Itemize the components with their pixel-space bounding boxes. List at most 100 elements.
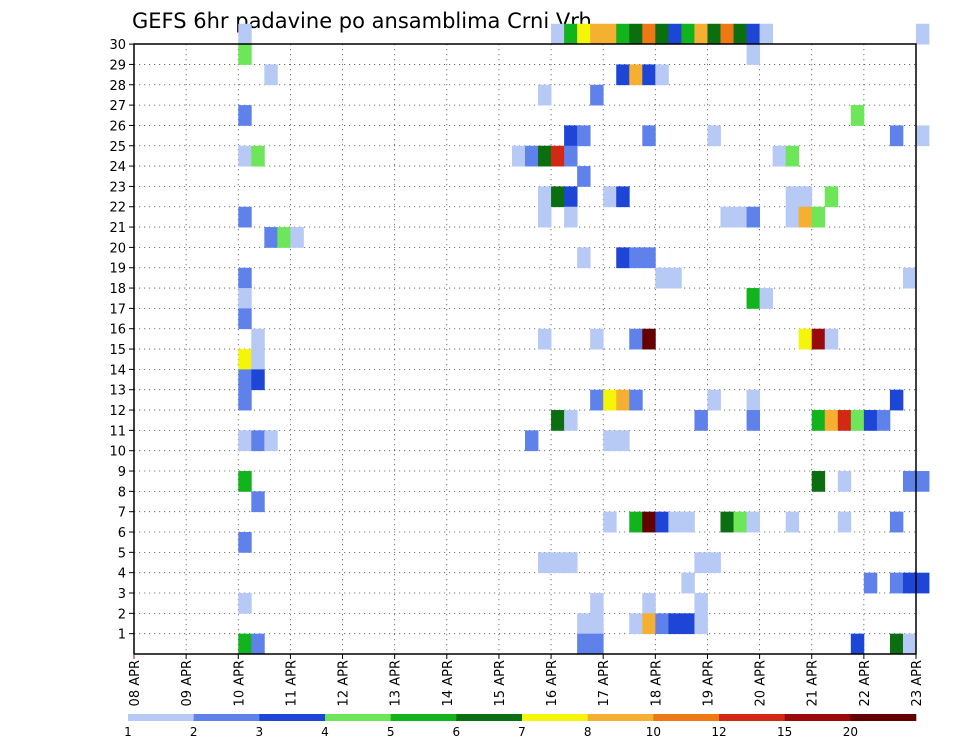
heatmap-cell [889, 389, 904, 411]
heatmap-cell [629, 613, 643, 635]
heatmap-cell [863, 572, 878, 594]
y-tick-label: 20 [109, 241, 126, 256]
colorbar-label: 2 [190, 725, 198, 739]
heatmap-cell [746, 23, 760, 45]
heatmap-cell [889, 572, 904, 594]
heatmap-cell [694, 410, 708, 431]
heatmap-cell [551, 23, 565, 45]
x-tick-label: 13 APR [389, 660, 404, 706]
x-tick-label: 14 APR [441, 660, 456, 706]
colorbar-swatch [456, 714, 523, 721]
heatmap-cell [655, 64, 669, 86]
x-tick-label: 11 APR [284, 660, 299, 706]
heatmap-cell [707, 125, 721, 147]
heatmap-cell [902, 633, 917, 655]
x-tick-label: 20 APR [754, 660, 769, 706]
heatmap-cell [238, 593, 252, 614]
chart-title: GEFS 6hr padavine po ansamblima Crni Vrh [132, 9, 592, 33]
heatmap-cell [720, 511, 734, 533]
heatmap-cell [238, 145, 252, 167]
heatmap-cell [551, 186, 565, 208]
heatmap-cell [916, 23, 930, 45]
heatmap-cell [681, 613, 695, 635]
heatmap-cell [629, 23, 643, 45]
heatmap-cell [889, 125, 904, 147]
heatmap-cell [577, 633, 591, 655]
heatmap-cell [603, 23, 617, 45]
heatmap-cell [577, 125, 591, 147]
y-tick-label: 3 [118, 587, 126, 602]
y-tick-label: 21 [109, 221, 126, 236]
x-tick-label: 12 APR [337, 660, 352, 706]
heatmap-cell [642, 64, 656, 86]
x-tick-label: 17 APR [597, 660, 612, 706]
heatmap-cell [811, 206, 826, 228]
y-tick-label: 7 [118, 506, 126, 521]
heatmap-cell [733, 206, 747, 228]
heatmap-cell [629, 389, 643, 411]
heatmap-cell [616, 389, 630, 411]
y-tick-label: 22 [109, 201, 126, 216]
heatmap-cell [251, 369, 265, 391]
heatmap-cell [746, 389, 760, 411]
heatmap-cell [811, 471, 826, 492]
colorbar-swatch [522, 714, 588, 721]
heatmap-cell [746, 44, 760, 65]
colorbar-label: 6 [453, 725, 461, 739]
heatmap-cell [655, 511, 669, 533]
heatmap-cell [876, 410, 891, 431]
x-tick-label: 08 APR [128, 660, 143, 706]
heatmap-cell [720, 23, 734, 45]
heatmap-cell [655, 23, 669, 45]
heatmap-cell [694, 552, 708, 574]
colorbar-swatch [128, 714, 194, 721]
heatmap-cell [837, 410, 852, 431]
heatmap-cell [251, 328, 265, 350]
heatmap-cell [850, 633, 865, 655]
x-tick-label: 09 APR [180, 660, 195, 706]
heatmap-cell [238, 369, 252, 391]
heatmap-cell [642, 247, 656, 269]
heatmap-cell [798, 206, 813, 228]
heatmap-cell [616, 430, 630, 452]
heatmap-cell [629, 247, 643, 269]
heatmap-cell [238, 105, 252, 126]
heatmap-cell [251, 633, 265, 655]
y-tick-label: 5 [118, 546, 126, 561]
heatmap-cell [916, 572, 930, 594]
y-tick-label: 18 [109, 282, 126, 297]
heatmap-cell [707, 389, 721, 411]
heatmap-cell [629, 511, 643, 533]
heatmap-cell [798, 186, 813, 208]
heatmap-cell [863, 410, 878, 431]
colorbar-label: 4 [321, 725, 329, 739]
heatmap-cell [238, 633, 252, 655]
colorbar-swatch [193, 714, 260, 721]
colorbar-swatch [719, 714, 785, 721]
colorbar-label: 10 [646, 725, 661, 739]
colorbar-label: 3 [256, 725, 264, 739]
heatmap-cell [681, 511, 695, 533]
heatmap-cell [668, 511, 682, 533]
heatmap-cell [629, 64, 643, 86]
heatmap-cell [655, 267, 669, 289]
colorbar-label: 20 [843, 725, 858, 739]
x-tick-label: 22 APR [858, 660, 873, 706]
colorbar-label: 7 [518, 725, 526, 739]
heatmap-cell [590, 23, 604, 45]
heatmap-cell [238, 44, 252, 65]
heatmap-cell [616, 23, 630, 45]
heatmap-cell [655, 613, 669, 635]
heatmap-cell [681, 23, 695, 45]
heatmap-cell [603, 186, 617, 208]
y-axis: 1234567891011121314151617181920212223242… [109, 38, 134, 643]
heatmap-cell [564, 145, 578, 167]
heatmap-cell [538, 145, 552, 167]
heatmap-cell [251, 430, 265, 452]
heatmap-cell [824, 186, 839, 208]
heatmap-cell [238, 389, 252, 411]
heatmap-cell [759, 23, 774, 45]
heatmap-cell [264, 227, 278, 248]
heatmap-cell [564, 206, 578, 228]
